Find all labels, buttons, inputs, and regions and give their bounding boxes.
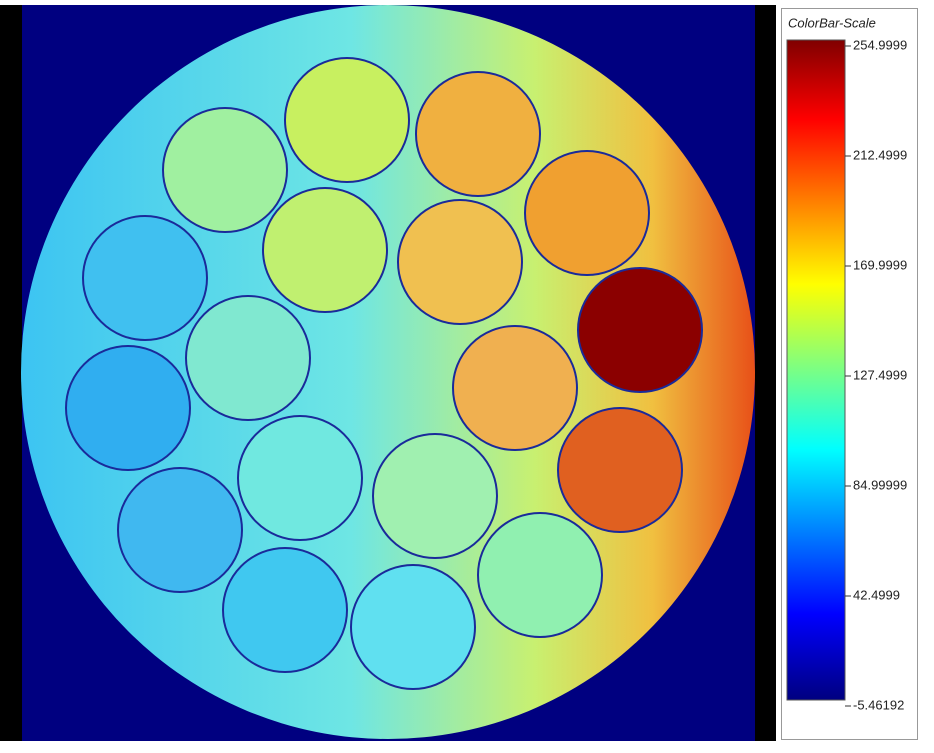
tick-label: -5.46192	[853, 697, 904, 712]
wafers	[65, 57, 703, 690]
tick-label: 84.99999	[853, 477, 907, 492]
tick-label: 254.9999	[853, 37, 907, 52]
colorbar	[786, 39, 846, 701]
tick-label: 42.4999	[853, 587, 900, 602]
tick-label: 212.4999	[853, 147, 907, 162]
colorbar-title: ColorBar-Scale	[788, 15, 876, 30]
colorbar-ticks: 254.9999 212.4999 169.9999 127.4999 84.99999…	[845, 37, 907, 712]
tick-label: 169.9999	[853, 257, 907, 272]
tick-label: 127.4999	[853, 367, 907, 382]
